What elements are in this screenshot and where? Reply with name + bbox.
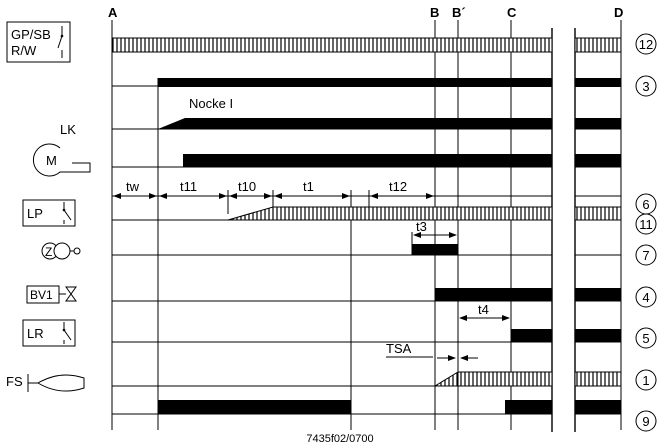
svg-text:BV1: BV1 [30,288,53,302]
ignition-transformer-symbol: Z [41,242,81,260]
terminal-4: 4 [635,286,657,308]
svg-text:12: 12 [639,37,653,52]
svg-text:4: 4 [642,290,649,305]
terminal-3: 3 [635,75,657,97]
fs-hatch [457,371,553,387]
lk-ramp [158,118,185,129]
terminal-11: 11 [635,213,657,235]
row12-hatch-right [574,37,622,53]
svg-text:9: 9 [642,414,649,429]
svg-text:6: 6 [642,197,649,212]
svg-text:GP/SB: GP/SB [11,27,51,42]
svg-text:LR: LR [27,326,44,341]
col-label-d: D [614,5,623,20]
interval-t4: t4 [478,302,489,317]
gap-break-lines [551,28,576,432]
motor-bar-right [575,154,621,167]
col-label-a: A [108,5,118,20]
svg-text:Z: Z [45,245,52,259]
lr-switch-symbol: LR [22,319,76,347]
lp-ramp [227,206,274,221]
motor-bar [183,154,552,167]
svg-text:3: 3 [642,79,649,94]
row12-hatch-left [111,37,553,53]
interval-tsa: TSA [386,341,412,356]
interval-t11: t11 [180,179,197,194]
terminal-6: 6 [635,193,657,215]
bv1-valve-symbol: BV1 [26,285,77,304]
terminal-9: 9 [635,410,657,432]
interval-t1: t1 [303,179,314,194]
terminal-1: 1 [635,369,657,391]
fs-hatch-right [574,371,622,387]
motor-symbol: M [32,143,91,177]
row9-bar-1 [158,400,351,414]
svg-text:M: M [46,153,57,168]
col-label-c: C [507,5,517,20]
col-label-b-prime: B´ [452,5,466,20]
terminal-12: 12 [635,33,657,55]
interval-t12: t12 [389,179,407,194]
svg-text:5: 5 [642,331,649,346]
bv1-bar [435,288,552,301]
svg-text:1: 1 [642,373,649,388]
lp-switch-symbol: LP [22,199,76,227]
lp-hatch-right [574,206,622,221]
svg-text:R/W: R/W [11,43,37,58]
interval-t3: t3 [416,219,427,234]
row9-bar-2 [505,400,552,414]
col-label-b: B [430,5,439,20]
fs-ramp [433,371,459,387]
interval-t10: t10 [238,179,256,194]
lp-hatch [272,206,553,221]
lr-bar-right [575,329,621,342]
ignition-bar [412,244,458,255]
svg-text:LP: LP [27,206,43,221]
flame-sensor-symbol: FS [6,374,85,392]
terminal-7: 7 [635,244,657,266]
lk-label: LK [60,122,76,137]
terminal-5: 5 [635,327,657,349]
bv1-bar-right [575,288,621,301]
column-lines [111,20,622,430]
lr-bar [511,329,552,342]
figure-code: 7435f02/0700 [306,433,373,445]
lk-bar [185,118,552,129]
row3-bar-right [575,78,621,87]
svg-text:FS: FS [6,374,23,389]
lk-bar-right [575,118,621,129]
svg-text:7: 7 [642,248,649,263]
row3-bar [158,78,552,87]
gp-sb-switch-symbol: GP/SB R/W [6,21,71,63]
row9-bar-right [575,400,621,414]
interval-tw: tw [126,179,140,194]
svg-text:11: 11 [639,217,653,232]
cam-label: Nocke I [189,96,233,111]
